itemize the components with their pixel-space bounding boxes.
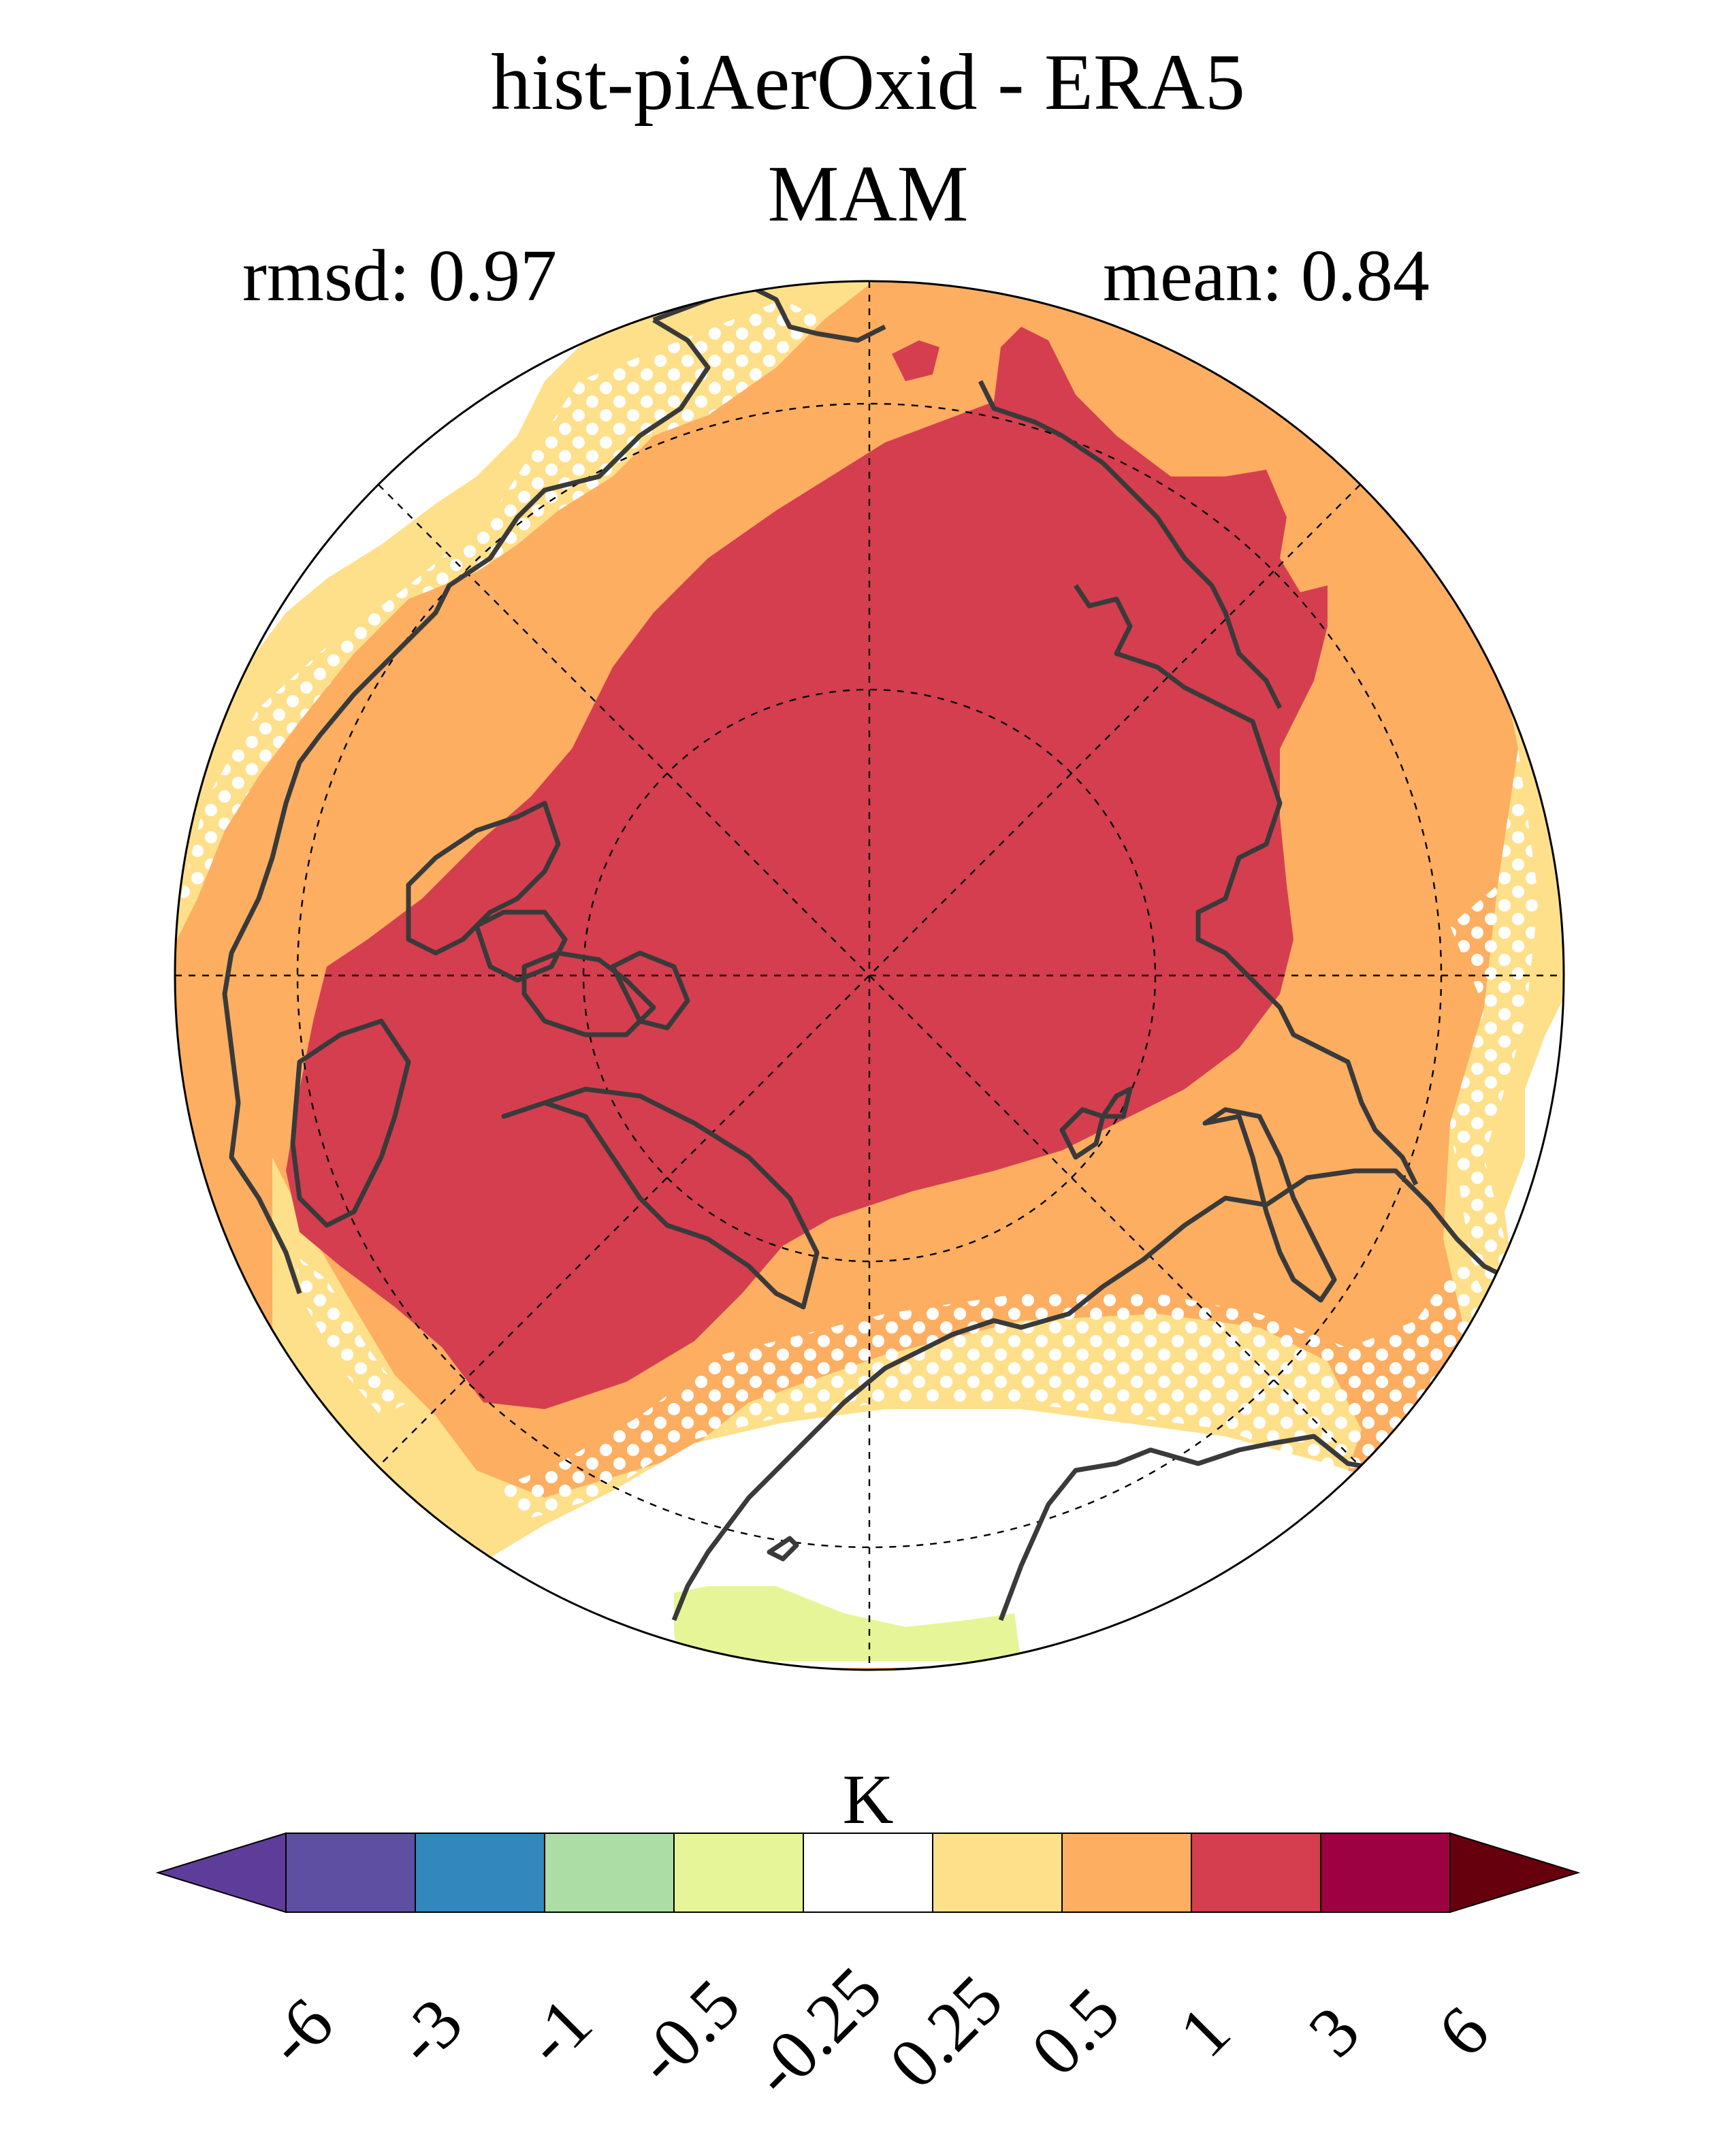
- colorbar-cell: [544, 1833, 675, 1913]
- coast-scandinavia: [1202, 1107, 1337, 1303]
- colorbar-extend-high: [1449, 1832, 1581, 1914]
- coast-siberia: [1074, 584, 1419, 1186]
- coast-canadian-archipelago: [406, 801, 561, 956]
- coast-island-3: [610, 950, 690, 1031]
- stipple-europe: [490, 1253, 1484, 1518]
- colorbar-cell: [285, 1833, 416, 1913]
- colorbar-cells: [155, 1832, 1581, 1914]
- colorbar-cell: [803, 1833, 933, 1913]
- mean-label: mean: 0.84: [1103, 236, 1430, 317]
- colorbar-cell: [932, 1833, 1063, 1913]
- coast-chukotka: [978, 380, 1283, 709]
- region-red-patch: [892, 340, 939, 381]
- coast-novaya-zemlya: [1100, 1086, 1133, 1119]
- coast-iceland: [767, 1536, 799, 1562]
- coast-hudson: [501, 1086, 820, 1310]
- coast-svalbard: [1059, 1107, 1106, 1160]
- stipple-atlantic-coast: [293, 1253, 408, 1416]
- coast-baffin: [290, 1018, 411, 1228]
- stipple-north-atlantic: [177, 300, 824, 912]
- colorbar-cell: [1191, 1833, 1321, 1913]
- colorbar-cell: [1061, 1833, 1192, 1913]
- season-label: MAM: [767, 149, 969, 238]
- stipple-east: [1450, 749, 1539, 1293]
- colorbar-cell: [1320, 1833, 1451, 1913]
- region-white: [1505, 953, 1564, 1430]
- coast-greenland: [671, 1168, 1564, 1621]
- rmsd-label: rmsd: 0.97: [242, 236, 558, 317]
- colorbar-cell: [673, 1833, 804, 1913]
- coast-canada-west: [222, 317, 711, 1295]
- region-light-green: [674, 1586, 1021, 1661]
- polar-map: [174, 280, 1565, 1671]
- colorbar-unit: K: [842, 1760, 894, 1839]
- coastlines: [222, 283, 1564, 1621]
- colorbar-cell: [415, 1833, 545, 1913]
- map-boundary: [174, 280, 1565, 1671]
- figure-title: hist-piAerOxid - ERA5: [491, 37, 1245, 127]
- colorbar-extend-low: [155, 1832, 287, 1914]
- graticule: [175, 281, 1564, 1670]
